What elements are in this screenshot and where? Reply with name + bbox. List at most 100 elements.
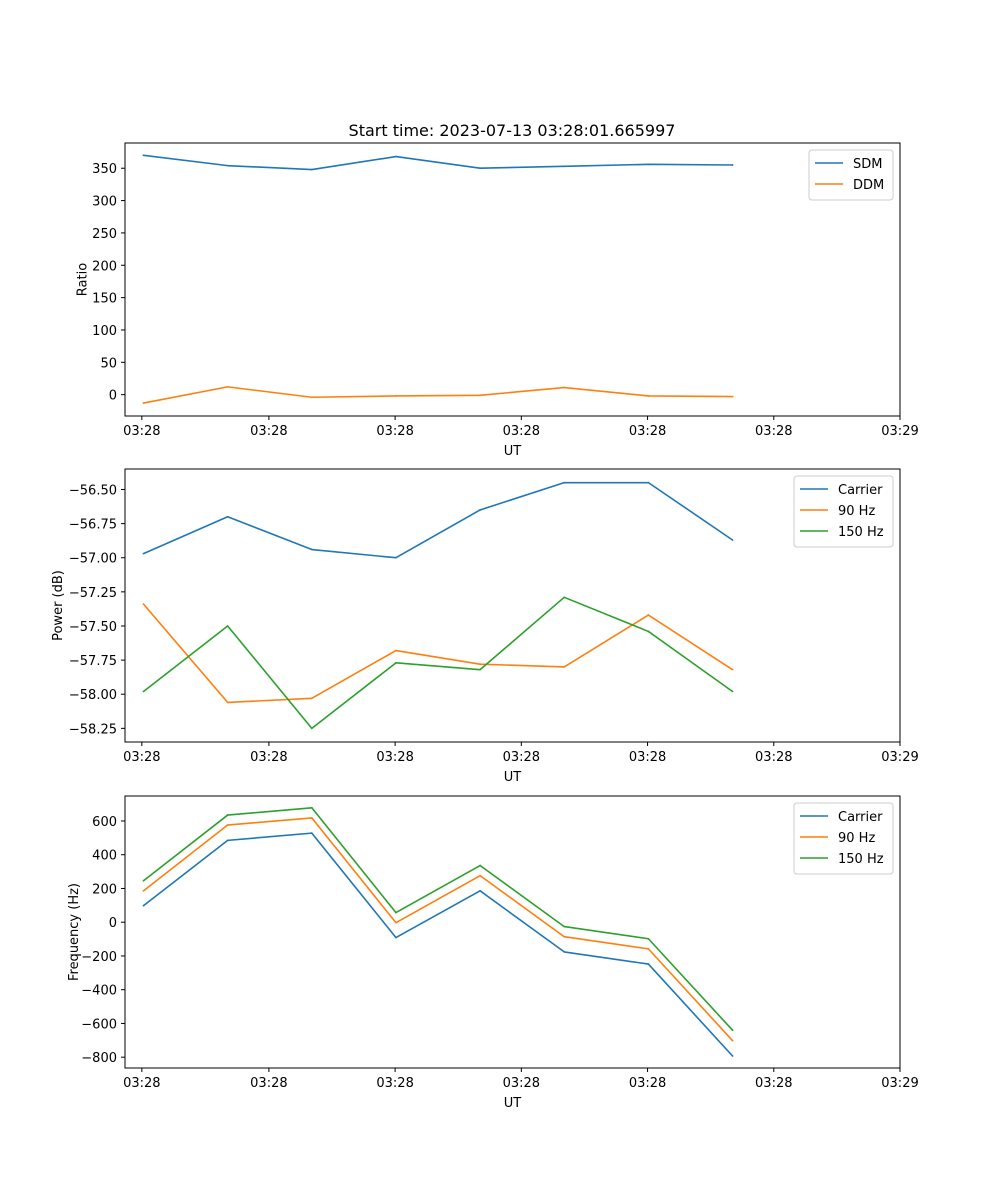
x-tick-label: 03:28 — [250, 1076, 287, 1091]
x-axis-label: UT — [504, 444, 522, 459]
x-tick-label: 03:28 — [755, 750, 792, 765]
panel-frequency: 03:28 03:28 03:28 03:28 03:28 03:28 03:29 −800 −… — [67, 795, 919, 1111]
x-tick-label: 03:28 — [755, 424, 792, 439]
legend-label-150-hz: 150 Hz — [838, 525, 884, 540]
data-point-90-hz — [479, 663, 482, 666]
y-tick-label: −200 — [81, 950, 117, 965]
y-axis-label: Ratio — [75, 263, 90, 296]
data-point-90-hz — [647, 947, 650, 950]
y-tick-label: 0 — [109, 389, 117, 404]
y-tick-label: 600 — [92, 815, 117, 830]
plot-frame — [124, 142, 901, 417]
data-point-150-hz — [395, 911, 397, 914]
data-point-carrier — [647, 481, 650, 484]
plot-frame — [124, 468, 901, 743]
data-point-150-hz — [647, 937, 650, 940]
y-axis-label: Power (dB) — [51, 570, 66, 641]
y-tick-label: −600 — [81, 1017, 117, 1032]
data-point-ddm — [310, 396, 313, 399]
y-tick-label: −56.50 — [69, 483, 117, 498]
y-tick-label: 350 — [92, 162, 117, 177]
data-point-150-hz — [731, 1029, 734, 1032]
x-axis-label: UT — [504, 1096, 522, 1111]
x-tick-label: 03:29 — [881, 424, 918, 439]
series-line-ddm — [143, 386, 733, 404]
data-point-carrier — [563, 951, 566, 953]
data-point-90-hz — [226, 824, 229, 826]
series-line-carrier — [143, 481, 733, 559]
data-point-150-hz — [310, 806, 313, 809]
legend-label-90-hz: 90 Hz — [838, 504, 875, 519]
legend: Carrier 90 Hz 150 Hz — [793, 802, 894, 875]
panel-power: 03:28 03:28 03:28 03:28 03:28 03:28 03:29 −58.2… — [51, 468, 919, 785]
series-line-150-hz — [143, 596, 734, 730]
data-point-carrier — [310, 548, 313, 551]
data-point-150-hz — [395, 661, 397, 664]
y-tick-label: 100 — [92, 324, 117, 339]
data-point-ddm — [731, 395, 734, 398]
data-point-carrier — [142, 552, 145, 555]
data-point-sdm — [395, 155, 397, 158]
data-point-90-hz — [310, 817, 313, 819]
y-axis-label: Frequency (Hz) — [67, 883, 82, 981]
data-point-90-hz — [731, 1039, 734, 1042]
y-tick-label: 0 — [109, 916, 117, 931]
y-tick-label: 200 — [92, 882, 117, 897]
y-tick-label: −800 — [81, 1051, 117, 1066]
data-point-90-hz — [395, 921, 397, 924]
legend-box — [793, 475, 894, 548]
data-point-carrier — [226, 515, 229, 518]
data-point-sdm — [647, 163, 650, 166]
data-point-carrier — [647, 963, 650, 965]
data-point-ddm — [479, 394, 482, 397]
panel-ratio: 03:28 03:28 03:28 03:28 03:28 03:28 03:29 0 50 10… — [75, 142, 919, 459]
data-point-carrier — [395, 556, 397, 559]
legend-label-carrier: Carrier — [838, 810, 883, 825]
x-tick-label: 03:28 — [123, 424, 160, 439]
x-tick-label: 03:28 — [503, 1076, 540, 1091]
plot-frame — [124, 795, 901, 1069]
data-point-90-hz — [310, 697, 313, 700]
y-tick-label: −57.50 — [69, 620, 117, 635]
series-line-sdm — [143, 154, 733, 171]
data-point-90-hz — [479, 874, 482, 877]
legend: Carrier 90 Hz 150 Hz — [793, 475, 894, 548]
data-point-150-hz — [226, 625, 229, 627]
data-point-carrier — [731, 539, 734, 541]
series-line-150-hz — [143, 807, 734, 1031]
data-point-150-hz — [563, 925, 566, 928]
data-point-90-hz — [563, 666, 566, 668]
data-point-carrier — [142, 904, 145, 907]
x-tick-label: 03:28 — [629, 750, 666, 765]
legend-box — [793, 802, 894, 875]
data-point-ddm — [142, 402, 145, 404]
x-tick-label: 03:28 — [629, 1076, 666, 1091]
y-tick-label: 300 — [92, 195, 117, 210]
data-point-150-hz — [731, 690, 734, 693]
y-tick-label: −57.75 — [69, 654, 117, 669]
x-tick-label: 03:28 — [755, 1076, 792, 1091]
data-point-90-hz — [731, 668, 734, 671]
data-point-90-hz — [647, 614, 650, 616]
data-point-carrier — [479, 509, 482, 511]
legend-label-150-hz: 150 Hz — [838, 852, 884, 867]
y-tick-label: −56.75 — [69, 518, 117, 533]
data-point-90-hz — [142, 603, 145, 606]
data-point-150-hz — [310, 727, 313, 730]
legend-label-sdm: SDM — [853, 157, 882, 172]
x-tick-label: 03:29 — [881, 1076, 918, 1091]
series-line-90-hz — [142, 603, 733, 704]
x-axis-label: UT — [504, 770, 522, 785]
x-tick-label: 03:28 — [250, 424, 287, 439]
data-point-ddm — [395, 395, 397, 397]
x-tick-label: 03:29 — [881, 750, 918, 765]
data-point-sdm — [563, 165, 566, 168]
data-point-150-hz — [226, 814, 229, 816]
data-point-ddm — [647, 395, 650, 397]
y-tick-label: 50 — [100, 356, 117, 371]
x-tick-label: 03:28 — [376, 750, 413, 765]
y-tick-label: 250 — [92, 227, 117, 242]
data-point-ddm — [226, 385, 229, 388]
y-tick-label: 150 — [92, 292, 117, 307]
